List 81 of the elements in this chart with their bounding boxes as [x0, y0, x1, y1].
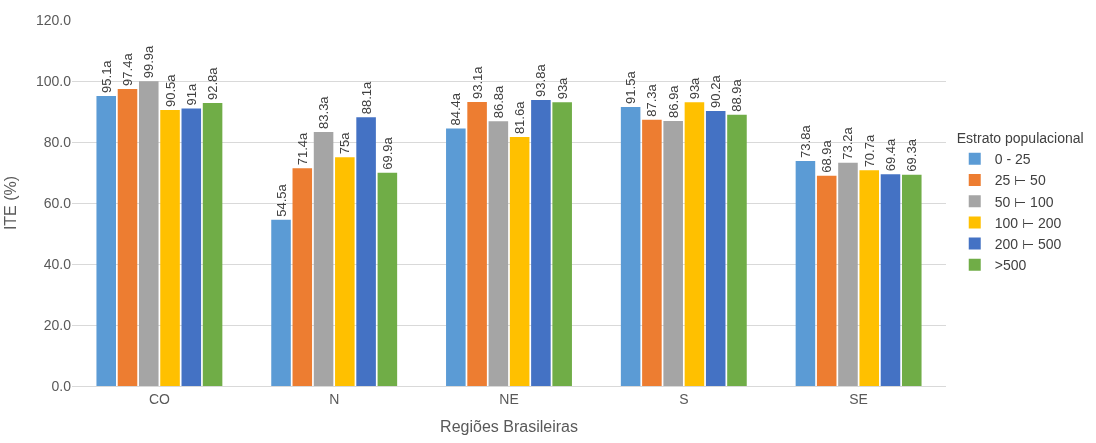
data-label: 90.2a [708, 74, 724, 108]
x-tick-label: S [679, 390, 689, 407]
bar [160, 109, 180, 386]
bar [880, 174, 901, 386]
bar [859, 170, 880, 386]
x-axis-title: Regiões Brasileiras [440, 418, 578, 436]
bar [642, 119, 662, 386]
bar [531, 99, 551, 386]
data-label: 93a [686, 76, 702, 100]
bar [377, 172, 398, 386]
bar [727, 114, 747, 386]
bar [705, 110, 726, 386]
bar [552, 102, 572, 386]
y-tick-label: 60.0 [43, 194, 72, 211]
data-label: 87.3a [644, 83, 660, 117]
data-label: 93.1a [469, 65, 485, 100]
data-label: 81.6a [512, 100, 528, 135]
data-label: 91.5a [623, 70, 639, 104]
legend-label: 50 ⊢ 100 [994, 193, 1054, 210]
bar [795, 160, 816, 386]
data-label: 95.1a [98, 59, 114, 93]
data-label: 69.4a [883, 138, 898, 172]
bar [138, 81, 159, 386]
data-label: 93.8a [533, 63, 549, 97]
bar [663, 120, 683, 386]
legend-label: 100 ⊢ 200 [994, 214, 1062, 231]
y-tick-label: 40.0 [43, 255, 72, 272]
bar [509, 137, 530, 386]
bar [313, 131, 334, 386]
data-label: 97.4a [120, 52, 135, 86]
bar [202, 102, 223, 386]
data-label: 73.2a [840, 126, 856, 160]
data-label: 73.8a [797, 124, 813, 158]
y-tick-label: 100.0 [35, 72, 72, 89]
x-tick-label: SE [849, 390, 868, 407]
y-tick-label: 80.0 [43, 133, 72, 150]
bar [181, 108, 202, 386]
bar [467, 102, 487, 386]
legend-title: Estrato populacional [956, 130, 1084, 147]
data-label: 68.9a [819, 139, 835, 173]
bar [96, 95, 117, 386]
x-tick-label: CO [148, 390, 171, 407]
legend-label: >500 [994, 257, 1027, 274]
bar [292, 168, 313, 386]
data-label: 75a [337, 131, 353, 155]
data-label: 70.7a [861, 134, 877, 168]
y-tick-label: 0.0 [51, 377, 72, 394]
data-label: 84.4a [448, 92, 464, 126]
bar [335, 157, 355, 386]
legend-label: 200 ⊢ 500 [994, 236, 1062, 253]
data-label: 71.4a [294, 131, 310, 166]
legend-label: 25 ⊢ 50 [994, 172, 1046, 189]
bar [620, 106, 641, 386]
x-tick-label: N [329, 390, 340, 407]
data-label: 93a [554, 76, 570, 100]
data-label: 86.8a [490, 84, 506, 119]
data-label: 54.5a [273, 183, 289, 217]
bar [356, 117, 376, 386]
data-label: 91a [183, 82, 199, 106]
data-label: 88.9a [729, 78, 745, 112]
data-label: 88.1a [358, 81, 374, 115]
data-label: 86.9a [665, 84, 681, 118]
data-label: 99.9a [141, 45, 157, 79]
data-label: 92.8a [205, 66, 221, 100]
bar [117, 88, 138, 386]
data-label: 83.3a [316, 95, 332, 129]
bar [446, 128, 466, 386]
x-tick-label: NE [499, 390, 519, 407]
data-label: 69.9a [379, 136, 395, 170]
y-axis-title: ITE (%) [1, 175, 19, 231]
data-label: 69.3a [904, 138, 920, 172]
bar [271, 219, 291, 386]
y-tick-label: 20.0 [43, 316, 72, 333]
bar [838, 162, 858, 386]
bar [816, 175, 837, 386]
bar [488, 121, 509, 386]
data-label: 90.5a [162, 73, 178, 107]
bar [901, 174, 922, 386]
y-tick-label: 120.0 [35, 11, 72, 28]
bar [684, 102, 705, 386]
legend-label: 0 - 25 [994, 151, 1031, 168]
